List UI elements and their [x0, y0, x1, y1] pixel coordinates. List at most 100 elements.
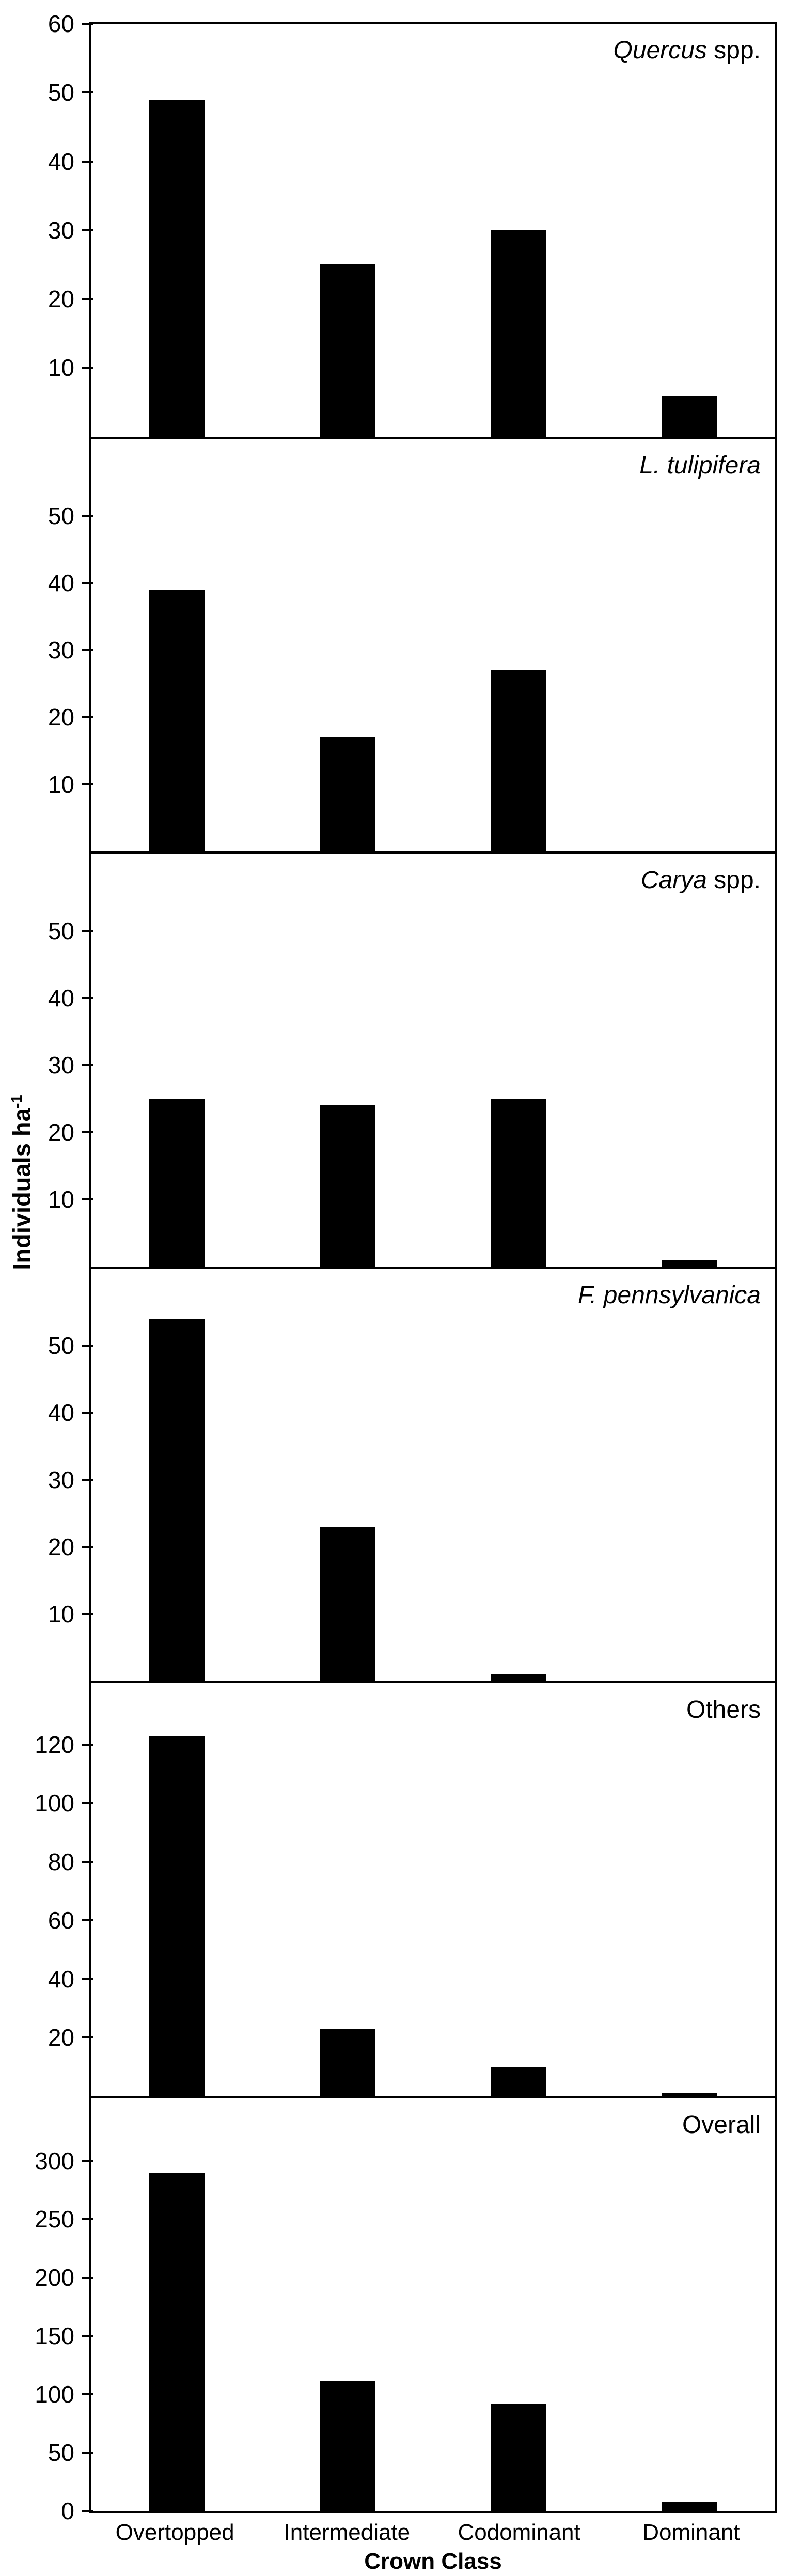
bar-slot-overtopped	[91, 2098, 262, 2511]
panel-title-roman-part: spp.	[706, 866, 761, 894]
y-tick-mark	[82, 91, 93, 94]
bar-overtopped	[148, 590, 205, 851]
y-tick-label: 10	[48, 354, 74, 382]
bars-row	[91, 1269, 775, 1682]
bar-slot-overtopped	[91, 854, 262, 1267]
y-tick-mark	[82, 1412, 93, 1414]
y-axis-title: Individuals ha-1	[8, 1095, 36, 1270]
panel-others: 20 40 60 80 100 120 Others	[35, 1683, 775, 2098]
y-tick-label: 40	[48, 1399, 74, 1426]
panel-title-roman-part: spp.	[706, 37, 761, 64]
panel-quercus: 10 20 30 40 50 60 Quercus spp.	[48, 12, 775, 439]
y-tick-label: 40	[48, 1965, 74, 1993]
y-tick-label: 100	[35, 1790, 74, 1817]
x-category-label-overtopped: Overtopped	[115, 2520, 234, 2545]
y-tick-label: 30	[48, 1051, 74, 1079]
y-tick-label: 30	[48, 637, 74, 663]
bars-row	[91, 1683, 775, 2096]
bar-slot-intermediate	[262, 439, 433, 851]
bar-intermediate	[319, 1105, 375, 1267]
bar-codominant	[491, 1098, 547, 1267]
y-tick-label: 50	[48, 502, 74, 529]
y-tick-mark	[82, 1131, 93, 1133]
bar-dominant	[662, 2093, 718, 2096]
y-tick-label: 30	[48, 1466, 74, 1493]
y-tick-label: 60	[48, 10, 74, 37]
y-tick-mark	[82, 2452, 93, 2454]
bar-slot-dominant	[604, 1683, 775, 2096]
y-tick-mark	[82, 1860, 93, 1863]
y-tick-mark	[82, 2510, 93, 2512]
y-tick-mark	[82, 2335, 93, 2337]
bar-slot-intermediate	[262, 1269, 433, 1681]
bar-slot-dominant	[604, 854, 775, 1267]
y-tick-mark	[82, 515, 93, 517]
plot-area: 10 20 30 40 50 60 Quercus spp. 10 20 30 40 50 L. tul…	[35, 12, 777, 2523]
bar-intermediate	[319, 737, 375, 851]
x-axis-title: Crown Class	[364, 2549, 502, 2574]
bar-dominant	[662, 2501, 718, 2511]
panel-title: L. tulipifera	[639, 452, 761, 480]
bar-slot-codominant	[433, 439, 604, 851]
y-axis-title-text: Individuals ha	[8, 1108, 36, 1270]
bar-overtopped	[148, 2173, 205, 2511]
y-tick-mark	[82, 1064, 93, 1066]
y-tick-label: 40	[48, 984, 74, 1012]
bar-codominant	[491, 2404, 547, 2511]
bar-slot-overtopped	[91, 24, 262, 437]
panel-title: Carya spp.	[641, 866, 761, 894]
bar-slot-codominant	[433, 854, 604, 1267]
bar-slot-dominant	[604, 2098, 775, 2511]
x-category-label-intermediate: Intermediate	[284, 2520, 411, 2545]
panel-title: F. pennsylvanica	[578, 1282, 761, 1309]
bar-slot-dominant	[604, 1269, 775, 1682]
y-tick-label: 80	[48, 1848, 74, 1875]
y-tick-mark	[82, 783, 93, 785]
y-tick-label: 20	[48, 1118, 74, 1146]
bar-codominant	[491, 2066, 547, 2096]
panel-carya: 10 20 30 40 50 Carya spp.	[48, 854, 775, 1269]
bar-intermediate	[319, 264, 375, 437]
y-tick-mark	[82, 1919, 93, 1922]
y-tick-label: 100	[35, 2381, 74, 2408]
panel-title: Quercus spp.	[614, 37, 761, 65]
bar-slot-intermediate	[262, 1683, 433, 2096]
bar-slot-intermediate	[262, 854, 433, 1267]
bar-intermediate	[319, 2029, 375, 2096]
y-tick-label: 60	[48, 1907, 74, 1934]
bars-row	[91, 24, 775, 437]
y-tick-mark	[82, 160, 93, 163]
y-tick-label: 0	[61, 2498, 74, 2524]
panel-title-roman-part: Overall	[682, 2111, 761, 2139]
y-tick-mark	[82, 1802, 93, 1805]
y-tick-label: 10	[48, 1186, 74, 1213]
y-tick-label: 20	[48, 704, 74, 731]
panel-title-italic-part: F. pennsylvanica	[578, 1281, 761, 1309]
y-tick-mark	[82, 582, 93, 584]
bar-overtopped	[148, 1736, 205, 2096]
bar-codominant	[491, 670, 547, 851]
bar-slot-codominant	[433, 1683, 604, 2096]
y-tick-mark	[82, 2036, 93, 2039]
y-tick-mark	[82, 2218, 93, 2221]
x-category-label-dominant: Dominant	[642, 2520, 740, 2545]
panel-l-tulipifera: 10 20 30 40 50 L. tulipifera	[48, 439, 775, 854]
bar-intermediate	[319, 1527, 375, 1681]
y-tick-label: 150	[35, 2322, 74, 2350]
bar-slot-dominant	[604, 439, 775, 852]
y-tick-mark	[82, 229, 93, 231]
bar-intermediate	[319, 2381, 375, 2511]
panel-title: Overall	[682, 2111, 761, 2139]
y-tick-mark	[82, 997, 93, 999]
y-tick-label: 200	[35, 2264, 74, 2291]
y-tick-label: 30	[48, 216, 74, 244]
y-tick-label: 120	[35, 1731, 74, 1759]
y-tick-mark	[82, 929, 93, 932]
y-tick-mark	[82, 1546, 93, 1548]
x-axis-category-labels: Overtopped Intermediate Codominant Dominant	[89, 2520, 777, 2546]
y-tick-mark	[82, 1613, 93, 1615]
y-axis-title-superscript: -1	[8, 1095, 25, 1109]
y-tick-label: 300	[35, 2147, 74, 2175]
panel-title: Others	[686, 1696, 761, 1724]
